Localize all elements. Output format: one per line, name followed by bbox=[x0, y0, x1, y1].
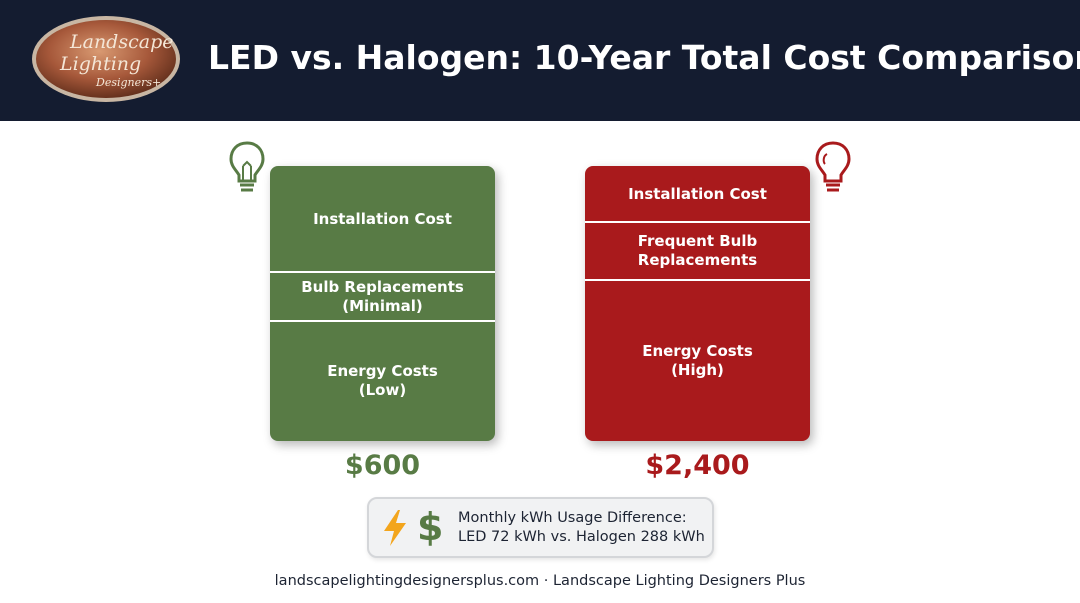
header-bar: Landscape Lighting Designers+ LED vs. Ha… bbox=[0, 0, 1080, 121]
page-title: LED vs. Halogen: 10-Year Total Cost Comp… bbox=[208, 38, 1080, 77]
led-segment-2: Energy Costs (Low) bbox=[327, 362, 438, 400]
led-total-label: $600 bbox=[344, 450, 421, 481]
halogen-cost-bar: Installation Cost Frequent Bulb Replaceme… bbox=[585, 166, 810, 441]
led-segment-0: Installation Cost bbox=[313, 209, 452, 228]
kwh-info-text: Monthly kWh Usage Difference: LED 72 kWh… bbox=[458, 510, 705, 545]
halogen-segment-1: Frequent Bulb Replacements bbox=[637, 232, 758, 270]
segment-divider bbox=[270, 271, 495, 274]
dollar-sign-icon: $ bbox=[417, 505, 444, 549]
segment-divider bbox=[585, 279, 810, 282]
logo-text-lighting: Lighting bbox=[59, 53, 141, 75]
company-logo: Landscape Lighting Designers+ bbox=[32, 16, 180, 102]
footer-text: landscapelightingdesignersplus.com · Lan… bbox=[274, 573, 806, 589]
led-cost-bar: Installation Cost Bulb Replacements (Mini… bbox=[270, 166, 495, 441]
logo-text-landscape: Landscape bbox=[69, 31, 173, 53]
halogen-bulb-icon bbox=[815, 141, 851, 192]
lightning-bolt-icon bbox=[384, 510, 406, 546]
halogen-segment-0: Installation Cost bbox=[628, 184, 767, 203]
led-bulb-icon bbox=[229, 141, 265, 192]
kwh-info-box: $ Monthly kWh Usage Difference: LED 72 k… bbox=[367, 497, 714, 558]
segment-divider bbox=[270, 320, 495, 323]
led-segment-1: Bulb Replacements (Minimal) bbox=[301, 277, 464, 315]
halogen-total-label: $2,400 bbox=[645, 450, 750, 481]
logo-text-designers: Designers+ bbox=[95, 76, 161, 89]
halogen-segment-2: Energy Costs (High) bbox=[642, 341, 753, 379]
segment-divider bbox=[585, 221, 810, 224]
